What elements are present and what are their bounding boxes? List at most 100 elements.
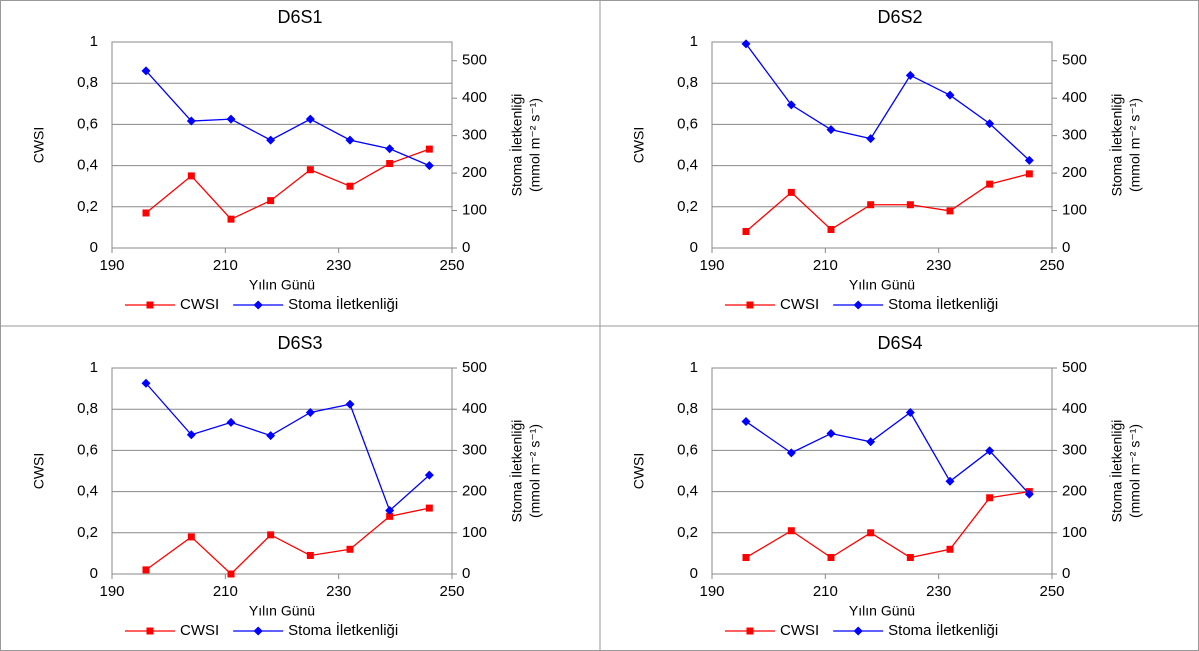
legend-marker	[253, 626, 263, 636]
y2-axis-title: (mmol m⁻² s⁻¹)	[1127, 98, 1143, 192]
y-tick-label: 0,4	[77, 483, 98, 500]
y2-tick-label: 0	[462, 239, 470, 256]
plot-area	[711, 41, 1053, 249]
y2-tick-label: 500	[1062, 52, 1087, 69]
legend-marker	[853, 300, 863, 310]
chart-panel: D6S1 0 0,2 0,4 0,6 0,8 1 0 100 200 300 400 500 190 210…	[31, 7, 543, 313]
chart-title: D6S4	[877, 333, 922, 353]
y2-tick-label: 0	[1062, 239, 1070, 256]
y-tick-label: 0,6	[677, 441, 698, 458]
y2-tick-label: 300	[1062, 441, 1087, 458]
legend-marker	[253, 300, 263, 310]
y2-tick-label: 400	[1062, 400, 1087, 417]
data-point	[266, 135, 276, 145]
x-tick-label: 210	[213, 583, 238, 600]
y-tick-label: 1	[90, 33, 98, 50]
data-point	[425, 145, 433, 153]
data-point	[226, 417, 236, 427]
chart-panel: D6S4 0 0,2 0,4 0,6 0,8 1 0 100 200 300 400 500 190 210…	[631, 333, 1143, 639]
data-point	[827, 554, 835, 562]
y2-tick-label: 200	[1062, 483, 1087, 500]
data-point	[186, 116, 196, 126]
y-axis-title: CWSI	[631, 453, 647, 490]
y-tick-label: 0	[90, 239, 98, 256]
data-point	[827, 225, 835, 233]
y2-tick-label: 0	[462, 565, 470, 582]
data-point	[1024, 489, 1034, 499]
x-tick-label: 210	[813, 257, 838, 274]
x-axis-title: Yılın Günü	[249, 277, 315, 293]
y-tick-label: 0	[690, 565, 698, 582]
x-tick-label: 190	[99, 583, 124, 600]
data-point	[741, 417, 751, 427]
data-point	[186, 430, 196, 440]
y-tick-label: 1	[90, 359, 98, 376]
data-point	[866, 134, 876, 144]
y-axis-title: CWSI	[31, 127, 47, 164]
y-tick-label: 1	[690, 359, 698, 376]
chart-title: D6S3	[277, 333, 322, 353]
y-tick-label: 0,8	[677, 400, 698, 417]
legend-marker	[746, 301, 754, 309]
y-tick-label: 0	[690, 239, 698, 256]
data-point	[266, 431, 276, 441]
y2-tick-label: 0	[1062, 565, 1070, 582]
series-line	[145, 148, 430, 220]
series-line	[745, 173, 1030, 233]
y2-axis-title: Stoma İletkenliği	[508, 94, 525, 197]
data-point	[141, 378, 151, 388]
legend-label: Stoma İletkenliği	[888, 621, 998, 639]
data-point	[946, 207, 954, 215]
data-point	[425, 504, 433, 512]
y-tick-label: 0,6	[677, 115, 698, 132]
y2-tick-label: 300	[462, 127, 487, 144]
y-tick-label: 0,2	[77, 524, 98, 541]
data-point	[787, 527, 795, 535]
data-point	[945, 476, 955, 486]
data-point	[826, 429, 836, 439]
x-tick-label: 210	[813, 583, 838, 600]
data-point	[142, 209, 150, 217]
y2-tick-label: 400	[1062, 89, 1087, 106]
x-tick-label: 190	[699, 583, 724, 600]
x-tick-label: 230	[926, 583, 951, 600]
x-tick-label: 250	[1039, 583, 1064, 600]
data-point	[346, 545, 354, 553]
data-point	[905, 407, 915, 417]
data-point	[424, 161, 434, 171]
data-point	[786, 100, 796, 110]
data-point	[985, 119, 995, 129]
x-tick-label: 230	[326, 257, 351, 274]
series-line	[745, 411, 1030, 495]
legend-label: Stoma İletkenliği	[288, 295, 398, 313]
x-axis-title: Yılın Günü	[249, 603, 315, 619]
y2-axis-title: (mmol m⁻² s⁻¹)	[527, 424, 543, 518]
y-tick-label: 0,4	[77, 157, 98, 174]
y2-tick-label: 100	[1062, 202, 1087, 219]
y-tick-label: 0,8	[77, 400, 98, 417]
data-point	[345, 135, 355, 145]
legend-label: CWSI	[780, 296, 819, 313]
data-point	[424, 470, 434, 480]
data-point	[385, 506, 395, 516]
y2-tick-label: 100	[462, 202, 487, 219]
y-tick-label: 1	[690, 33, 698, 50]
data-point	[305, 114, 315, 124]
series-line	[145, 70, 430, 167]
y-axis-title: CWSI	[631, 127, 647, 164]
legend-label: CWSI	[180, 622, 219, 639]
data-point	[385, 144, 395, 154]
y2-axis-title: Stoma İletkenliği	[1108, 94, 1125, 197]
x-tick-label: 190	[99, 257, 124, 274]
chart-panel: D6S3 0 0,2 0,4 0,6 0,8 1 0 100 200 300 400 500 190 210…	[31, 333, 543, 639]
data-point	[346, 182, 354, 190]
data-point	[786, 448, 796, 458]
y2-tick-label: 500	[462, 359, 487, 376]
data-point	[187, 533, 195, 541]
data-point	[742, 554, 750, 562]
y2-tick-label: 100	[1062, 524, 1087, 541]
data-point	[906, 554, 914, 562]
data-point	[1025, 170, 1033, 178]
chart-title: D6S2	[877, 7, 922, 27]
data-point	[386, 512, 394, 520]
